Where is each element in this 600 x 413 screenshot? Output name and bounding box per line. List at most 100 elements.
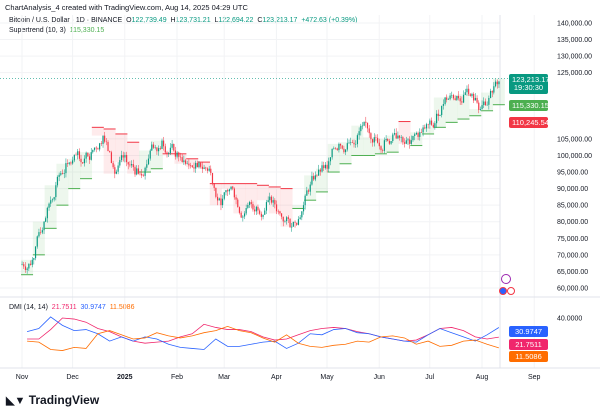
candle — [61, 173, 64, 174]
candle — [292, 221, 294, 227]
dmi-pink-badge: 21.7511 — [509, 339, 548, 350]
candle — [127, 162, 129, 165]
supertrend-legend[interactable]: Supertrend (10, 3) 115,330.15 — [9, 27, 104, 34]
candle — [228, 189, 230, 192]
candle — [402, 137, 404, 143]
candle — [67, 163, 69, 164]
candle — [176, 152, 178, 157]
symbol-name[interactable]: Bitcoin / U.S. Dollar · 1D · BINANCE — [9, 17, 123, 24]
candle — [473, 93, 475, 101]
candle — [294, 221, 296, 223]
dmi-line-blue — [26, 316, 500, 350]
candle — [346, 143, 348, 150]
supertrend-fill — [433, 97, 446, 128]
candle — [412, 135, 414, 141]
candle — [419, 132, 421, 137]
candle — [159, 148, 161, 149]
candle — [63, 173, 65, 174]
tradingview-logo[interactable]: ◣▼ TradingView — [6, 393, 100, 407]
candle — [114, 167, 116, 174]
candle — [339, 143, 342, 146]
candle — [232, 186, 234, 189]
candle — [245, 207, 247, 214]
supertrend-fill — [445, 95, 458, 123]
candle — [218, 198, 220, 201]
supertrend-fill — [422, 127, 435, 134]
candle — [99, 143, 101, 150]
candle — [92, 149, 94, 153]
candle — [353, 142, 355, 145]
candle — [334, 148, 337, 149]
candle — [496, 81, 498, 85]
candle — [109, 151, 111, 153]
candle — [424, 127, 426, 129]
candle — [447, 99, 449, 100]
candle — [471, 93, 473, 97]
candle — [68, 162, 70, 164]
candle — [333, 148, 335, 149]
supertrend-fill — [221, 183, 234, 189]
candle — [216, 196, 219, 201]
candle — [474, 97, 476, 101]
candle — [254, 209, 256, 212]
candle — [21, 264, 23, 265]
candle — [393, 133, 396, 135]
supertrend-fill — [56, 163, 69, 206]
candle — [248, 202, 251, 205]
candle — [407, 139, 409, 141]
supertrend-fill — [233, 183, 246, 214]
candle — [269, 196, 271, 201]
candle — [124, 155, 126, 158]
supertrend-fill — [68, 158, 81, 189]
candle — [321, 165, 323, 172]
price-tick-label: 85,000.00 — [557, 203, 588, 210]
candle — [97, 148, 99, 150]
candle — [34, 246, 37, 259]
candle — [489, 90, 492, 98]
candle — [366, 122, 369, 129]
supertrend-fill — [386, 135, 399, 153]
high-label: H — [170, 17, 176, 24]
candle — [328, 161, 330, 169]
candle — [307, 190, 310, 192]
candle — [240, 212, 242, 218]
candle — [141, 173, 143, 176]
candle — [77, 151, 79, 156]
candle — [378, 142, 380, 147]
candle — [275, 204, 278, 212]
candle — [301, 211, 303, 218]
candle — [93, 147, 96, 150]
last-price-badge: 123,213.17 19:30:30 — [509, 74, 550, 94]
candle — [289, 218, 291, 228]
low-value: 122,694.22 — [218, 17, 254, 24]
candle — [206, 168, 209, 171]
dmi-legend[interactable]: DMI (14, 14) 21.7511 30.9747 11.5086 — [9, 304, 134, 311]
candle — [184, 160, 187, 164]
candle — [478, 102, 480, 110]
countdown: 19:30:30 — [513, 83, 544, 92]
supertrend-fill — [32, 221, 45, 255]
candle — [338, 143, 340, 151]
candle — [136, 168, 138, 175]
candle — [430, 120, 433, 125]
supertrend-fill — [327, 143, 340, 173]
candle — [198, 162, 200, 168]
candle — [257, 206, 259, 211]
candle — [441, 105, 443, 116]
candle — [351, 142, 353, 143]
candle — [306, 190, 308, 196]
candle — [205, 167, 207, 169]
candle — [323, 165, 325, 169]
candle — [326, 164, 328, 169]
price-tick-label: 75,000.00 — [557, 236, 588, 243]
candle — [498, 81, 500, 85]
candle — [196, 162, 198, 168]
candle — [385, 138, 387, 141]
supertrend-fill — [256, 185, 269, 201]
candle — [119, 160, 121, 166]
candle — [168, 153, 170, 154]
supertrend-fill — [245, 183, 258, 207]
candle — [139, 173, 141, 175]
price-tick-label: 95,000.00 — [557, 170, 588, 177]
